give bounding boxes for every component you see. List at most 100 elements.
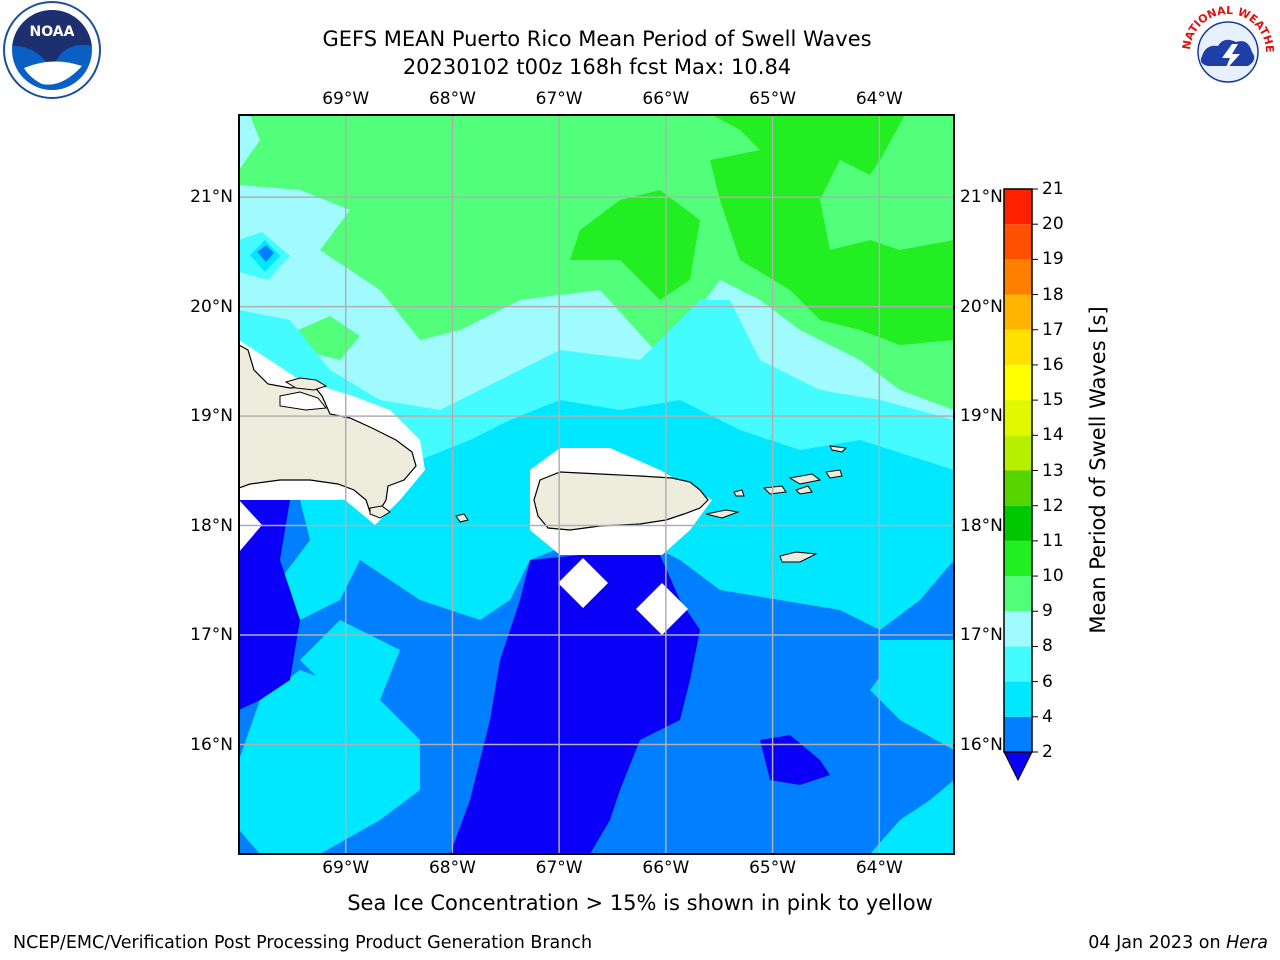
contour-base — [239, 115, 954, 854]
lat-tick-label: 21°N — [190, 187, 233, 208]
colorbar-tick-label: 10 — [1042, 566, 1064, 587]
contour-6-8 — [239, 232, 290, 280]
colorbar-segment — [1004, 646, 1032, 682]
colorbar-segment — [1004, 259, 1032, 295]
colorbar-segment — [1004, 716, 1032, 752]
lat-tick-label: 17°N — [190, 625, 233, 646]
colorbar-segment — [1004, 224, 1032, 260]
colorbar-segment — [1004, 364, 1032, 401]
land-islet — [284, 377, 328, 391]
colorbar-tick-label: 11 — [1042, 530, 1064, 551]
lat-tick-label: 18°N — [190, 515, 233, 536]
colorbar-segment — [1004, 435, 1032, 471]
colorbar-segment — [1004, 470, 1032, 506]
date-text: 04 Jan 2023 on — [1088, 933, 1227, 953]
contour-10-11 — [710, 115, 954, 345]
contour-9-10 — [298, 316, 360, 360]
colorbar-segment — [1004, 611, 1032, 647]
lon-tick-label: 68°W — [428, 858, 476, 878]
colorbar-tick-label: 8 — [1042, 636, 1053, 657]
land-mask-puerto-rico — [530, 448, 712, 555]
lon-tick-label: 67°W — [535, 89, 583, 109]
contour-lt-2 — [450, 555, 700, 854]
land-virgin-islands — [829, 445, 848, 453]
lat-tick-label: 16°N — [960, 734, 1003, 755]
lat-tick-label: 20°N — [190, 296, 233, 317]
land-mask-hispaniola-s — [239, 500, 262, 552]
colorbar-extend-low — [1003, 751, 1033, 782]
colorbar-tick-label: 4 — [1042, 706, 1053, 727]
land-islet — [369, 505, 391, 519]
colorbar-tick-label: 9 — [1042, 601, 1053, 622]
land-mask-hispaniola — [239, 340, 425, 525]
lon-tick-label: 65°W — [749, 858, 797, 878]
colorbar-tick-label: 16 — [1042, 354, 1064, 375]
host-name: Hera — [1226, 933, 1268, 953]
land-mask-diamond — [636, 583, 688, 635]
colorbar-segment — [1004, 540, 1032, 577]
colorbar-tick-label: 17 — [1042, 319, 1064, 340]
contour-10-11 — [570, 190, 700, 300]
lon-tick-label: 66°W — [642, 89, 690, 109]
colorbar-segment — [1004, 189, 1032, 225]
lat-tick-label: 16°N — [190, 734, 233, 755]
colorbar-frame — [1003, 188, 1033, 753]
noaa-logo: NOAA — [3, 1, 101, 99]
colorbar-segment — [1004, 681, 1032, 717]
land-mask-diamond — [558, 558, 608, 608]
lat-tick-label: 20°N — [960, 296, 1003, 317]
generation-date: 04 Jan 2023 on Hera — [1088, 933, 1268, 953]
chart-subtitle: 20230102 t00z 168h fcst Max: 10.84 — [402, 55, 792, 79]
lat-tick-label: 19°N — [960, 406, 1003, 427]
lon-tick-label: 68°W — [428, 89, 476, 109]
colorbar-tick-label: 13 — [1042, 460, 1064, 481]
nws-logo: NATIONAL WEATHER SERVICE — [1178, 0, 1276, 98]
lon-tick-label: 69°W — [322, 858, 370, 878]
land-puerto-rico — [533, 471, 709, 531]
contour-4-6 — [250, 240, 280, 272]
lat-tick-label: 18°N — [960, 515, 1003, 536]
land-virgin-islands — [795, 485, 813, 495]
contour-6-8 — [239, 300, 954, 854]
lon-tick-label: 66°W — [642, 858, 690, 878]
lat-tick-label: 21°N — [960, 187, 1003, 208]
contour-4-6 — [239, 400, 954, 854]
contour-2-4 — [300, 620, 400, 700]
colorbar-tick-label: 19 — [1042, 249, 1064, 270]
land-islet — [705, 509, 740, 519]
colorbar-tick-label: 2 — [1042, 742, 1053, 762]
noaa-logo-text: NOAA — [30, 24, 75, 40]
colorbar-tick-label: 21 — [1042, 179, 1064, 199]
land-islet — [279, 391, 327, 411]
contour-2-4 — [880, 640, 954, 720]
land-virgin-islands — [825, 469, 843, 479]
contour-9-10 — [239, 115, 954, 410]
contour-2-4 — [239, 670, 420, 854]
lon-tick-label: 64°W — [855, 89, 903, 109]
producer-credit: NCEP/EMC/Verification Post Processing Pr… — [13, 933, 593, 953]
lon-tick-label: 67°W — [535, 858, 583, 878]
lon-tick-label: 69°W — [322, 89, 370, 109]
lon-tick-label: 65°W — [749, 89, 797, 109]
land-virgin-islands — [733, 489, 745, 497]
lon-tick-label: 64°W — [855, 858, 903, 878]
contour-lt-2 — [760, 735, 830, 785]
colorbar-tick-label: 15 — [1042, 390, 1064, 411]
colorbar-label: Mean Period of Swell Waves [s] — [1086, 306, 1110, 634]
land-st-croix — [779, 551, 818, 563]
colorbar-segment — [1004, 505, 1032, 541]
contour-lt-2 — [257, 245, 274, 262]
land-virgin-islands — [788, 473, 822, 485]
map-frame — [238, 114, 955, 855]
chart-title: GEFS MEAN Puerto Rico Mean Period of Swe… — [322, 27, 872, 51]
contour-lt-2 — [239, 500, 300, 710]
colorbar-tick-label: 14 — [1042, 425, 1064, 446]
colorbar-segment — [1004, 400, 1032, 436]
colorbar-segment — [1004, 329, 1032, 365]
contour-9-10 — [239, 230, 320, 310]
contour-2-4 — [239, 500, 954, 854]
lat-tick-label: 17°N — [960, 625, 1003, 646]
colorbar — [1003, 188, 1038, 782]
colorbar-tick-label: 18 — [1042, 284, 1064, 305]
land-virgin-islands — [762, 485, 787, 495]
